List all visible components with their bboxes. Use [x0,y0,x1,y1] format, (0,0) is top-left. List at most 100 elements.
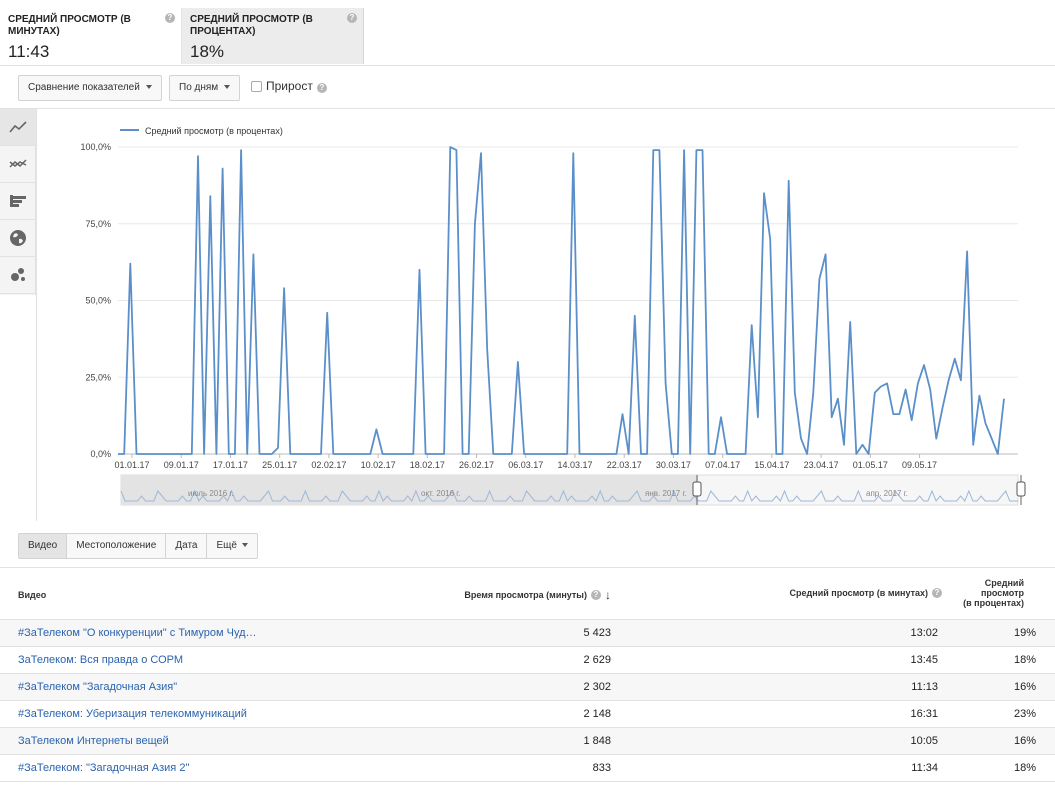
navigator-handle[interactable] [1016,481,1026,497]
navigator-label: окт. 2016 г. [421,489,460,498]
tab-more-label: Ещё [216,540,237,551]
bubble-chart-button[interactable] [0,257,36,294]
metric-title: Средний просмотр (в минутах) [8,14,131,37]
navigator-unselected-range [121,475,698,505]
table-row: ЗаТелеком: Вся правда о СОРМ 2 629 13:45… [0,647,1055,674]
help-icon[interactable]: ? [165,13,175,23]
x-tick-label: 07.04.17 [705,460,740,470]
column-header-line: Средний [984,578,1024,588]
avg-minutes-cell: 16:31 [910,708,938,720]
video-title-link[interactable]: #ЗаТелеком: "Загадочная Азия 2" [18,762,190,774]
chart-divider [36,109,37,521]
chart-type-nav [0,109,36,295]
chevron-down-icon [145,85,152,90]
line-chart: 0,0% 25,0% 50,0% 75,0% 100,0% 01.01.17 09.01.1… [80,126,1026,506]
compare-metrics-button[interactable]: Сравнение показателей [18,75,162,101]
period-label: По дням [179,82,219,93]
series-line [118,146,1005,455]
help-icon[interactable]: ? [591,590,601,600]
globe-icon [10,230,26,246]
tab-more[interactable]: Ещё [207,533,258,559]
x-tick-label: 14.03.17 [557,460,592,470]
tab-date[interactable]: Дата [166,533,208,559]
x-tick-label: 02.02.17 [311,460,346,470]
tab-location[interactable]: Местоположение [67,533,167,559]
table-body: #ЗаТелеком "О конкуренции" с Тимуром Чуд… [0,620,1055,782]
x-tick-label: 17.01.17 [213,460,248,470]
x-tick-label: 10.02.17 [361,460,396,470]
x-tick-label: 06.03.17 [508,460,543,470]
video-title-link[interactable]: #ЗаТелеком "О конкуренции" с Тимуром Чуд… [18,627,257,639]
x-tick-label: 26.02.17 [459,460,494,470]
video-title-link[interactable]: ЗаТелеком: Вся правда о СОРМ [18,654,184,666]
avg-minutes-cell: 13:02 [910,627,938,639]
x-tick-label: 18.02.17 [410,460,445,470]
chevron-down-icon [224,85,231,90]
column-header-watch-time-label: Время просмотра (минуты) [464,590,587,600]
report-subtabs: Видео Местоположение Дата Ещё [18,533,258,559]
globe-button[interactable] [0,220,36,257]
metric-title: Средний просмотр (в процентах) [190,14,313,37]
help-icon[interactable]: ? [932,588,942,598]
period-dropdown[interactable]: По дням [169,75,241,101]
metric-card-avg-percent[interactable]: Средний просмотр (в процентах) 18% ? [182,8,364,64]
navigator-line [120,489,1018,502]
avg-minutes-cell: 11:13 [911,681,938,693]
bar-chart-icon [10,195,26,207]
line-chart-button[interactable] [0,109,36,146]
metric-tabs: Средний просмотр (в минутах) 11:43 ? Сре… [0,0,1055,66]
y-tick-label: 50,0% [85,296,111,306]
y-tick-label: 75,0% [85,219,111,229]
avg-percent-cell: 16% [1013,681,1036,693]
column-header-avg-minutes-label: Средний просмотр (в минутах) [789,588,928,598]
x-tick-label: 01.01.17 [114,460,149,470]
sort-desc-icon[interactable]: ↓ [605,588,611,602]
navigator-label: апр. 2017 г. [866,489,908,498]
x-tick-label: 30.03.17 [656,460,691,470]
help-icon[interactable]: ? [317,83,327,93]
video-table: Видео Время просмотра (минуты) ? ↓ Средн… [0,567,1055,782]
column-header-watch-time[interactable]: Время просмотра (минуты) ? ↓ [464,588,611,602]
avg-percent-cell: 18% [1013,654,1036,666]
avg-percent-cell: 23% [1013,708,1036,720]
watch-time-cell: 2 148 [583,708,611,720]
x-tick-label: 09.05.17 [902,460,937,470]
tab-video[interactable]: Видео [18,533,68,559]
navigator-label: янв. 2017 г. [645,489,687,498]
column-header-avg-minutes[interactable]: Средний просмотр (в минутах) ? [790,588,942,598]
bar-chart-button[interactable] [0,183,36,220]
y-tick-label: 0,0% [90,449,111,459]
column-header-avg-percent[interactable]: Средний просмотр (в процентах) [944,578,1024,608]
video-title-link[interactable]: #ЗаТелеком "Загадочная Азия" [18,681,178,693]
avg-percent-cell: 18% [1013,762,1036,774]
watch-time-cell: 833 [592,762,611,774]
x-tick-label: 09.01.17 [164,460,199,470]
avg-percent-cell: 16% [1013,735,1036,747]
navigator-handle[interactable] [692,481,702,497]
y-tick-label: 100,0% [80,142,111,152]
y-tick-label: 25,0% [85,372,111,382]
metric-value: 11:43 [8,42,50,61]
column-header-video: Видео [18,590,47,600]
bubble-chart-icon [11,268,25,281]
x-tick-label: 22.03.17 [607,460,642,470]
growth-checkbox[interactable] [251,81,262,92]
navigator-label: июль 2016 г. [188,489,234,498]
table-row: #ЗаТелеком "Загадочная Азия" 2 302 11:13… [0,674,1055,701]
chevron-down-icon [241,543,248,548]
video-title-link[interactable]: ЗаТелеком Интернеты вещей [18,735,169,747]
video-title-link[interactable]: #ЗаТелеком: Уберизация телекоммуникаций [18,708,247,720]
line-chart-icon [9,121,27,133]
watch-time-cell: 2 302 [583,681,611,693]
watch-time-cell: 5 423 [583,627,611,639]
metric-card-avg-minutes[interactable]: Средний просмотр (в минутах) 11:43 ? [0,8,182,64]
watch-time-cell: 1 848 [583,735,611,747]
watch-time-cell: 2 629 [583,654,611,666]
multi-line-chart-button[interactable] [0,146,36,183]
legend-label: Средний просмотр (в процентах) [145,126,283,136]
help-icon[interactable]: ? [347,13,357,23]
table-header: Видео Время просмотра (минуты) ? ↓ Средн… [0,567,1055,620]
table-row: #ЗаТелеком "О конкуренции" с Тимуром Чуд… [0,620,1055,647]
chart-toolbar: Сравнение показателей По дням Прирост ? [0,66,1055,109]
avg-minutes-cell: 13:45 [910,654,938,666]
